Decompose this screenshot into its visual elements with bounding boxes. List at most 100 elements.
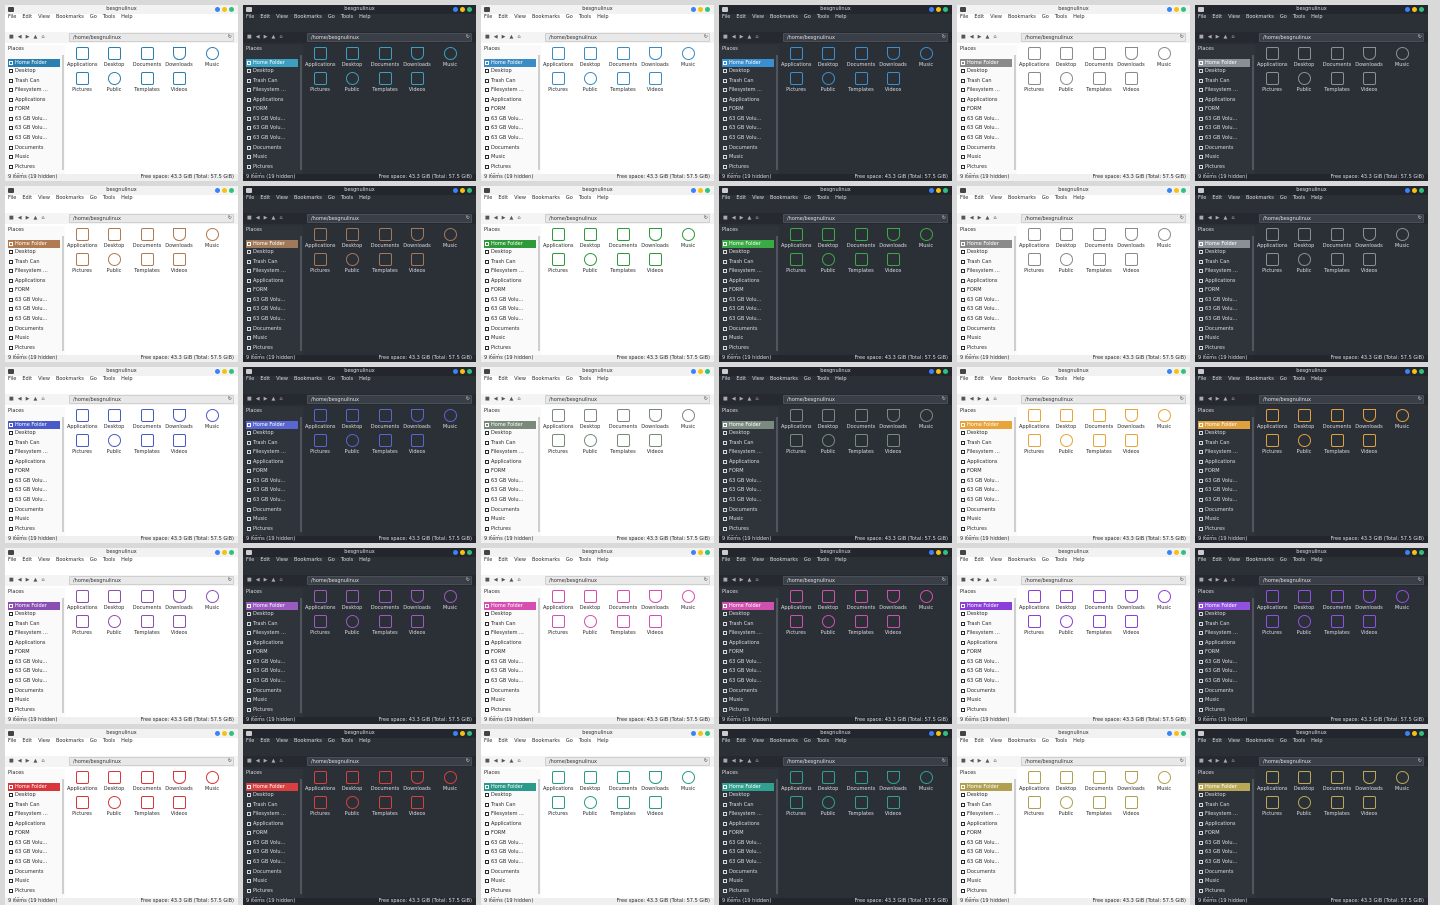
folder-item[interactable]: Documents xyxy=(1084,226,1114,252)
path-input[interactable]: /home/besgnulinux ↻ xyxy=(69,757,234,766)
sidebar-item[interactable]: 63 GB Volu... xyxy=(960,134,1012,142)
folder-item[interactable]: Templates xyxy=(132,251,162,277)
minimize-button[interactable] xyxy=(215,188,220,193)
sidebar-item[interactable]: Filesystem ... xyxy=(246,448,298,456)
folder-item[interactable]: Downloads xyxy=(878,769,908,795)
menu-view[interactable]: View xyxy=(514,557,526,563)
forward-icon[interactable]: ▶ xyxy=(739,215,744,221)
folder-item[interactable]: Desktop xyxy=(813,407,843,433)
sidebar-item[interactable]: Home Folder xyxy=(246,602,298,610)
sidebar-item[interactable]: 63 GB Volu... xyxy=(246,315,298,323)
sidebar-item[interactable]: Filesystem ... xyxy=(484,86,536,94)
folder-item[interactable]: Pictures xyxy=(305,70,335,96)
folder-item[interactable]: Applications xyxy=(543,226,574,252)
path-input[interactable]: /home/besgnulinux ↻ xyxy=(69,576,234,585)
menu-file[interactable]: File xyxy=(960,376,969,382)
title-bar[interactable]: besgnulinux xyxy=(1195,729,1428,738)
up-icon[interactable]: ▲ xyxy=(747,758,752,764)
folder-item[interactable]: Documents xyxy=(1322,769,1352,795)
folder-item[interactable]: Pictures xyxy=(1019,432,1049,458)
menu-help[interactable]: Help xyxy=(1073,376,1085,382)
folder-item[interactable]: Documents xyxy=(1322,226,1352,252)
maximize-button[interactable] xyxy=(936,369,941,374)
sidebar-item[interactable]: Desktop xyxy=(8,248,60,256)
path-input[interactable]: /home/besgnulinux ↻ xyxy=(1021,576,1186,585)
sidebar-item[interactable]: Documents xyxy=(960,506,1012,514)
folder-item[interactable]: Desktop xyxy=(813,769,843,795)
sidebar-item[interactable]: Home Folder xyxy=(8,783,60,791)
sidebar-item[interactable]: Filesystem ... xyxy=(484,810,536,818)
sidebar-item[interactable]: FORM xyxy=(8,105,60,113)
up-icon[interactable]: ▲ xyxy=(271,215,276,221)
new-tab-icon[interactable]: ■ xyxy=(1199,396,1204,402)
folder-item[interactable]: Music xyxy=(673,45,703,71)
maximize-button[interactable] xyxy=(460,369,465,374)
sidebar-item[interactable]: Trash Can xyxy=(722,77,774,85)
sidebar-item[interactable]: 63 GB Volu... xyxy=(1198,115,1250,123)
folder-item[interactable]: Templates xyxy=(608,251,638,277)
go-icon[interactable]: ↻ xyxy=(465,215,470,221)
new-tab-icon[interactable]: ■ xyxy=(485,34,490,40)
title-bar[interactable]: besgnulinux xyxy=(957,367,1190,376)
title-bar[interactable]: besgnulinux xyxy=(481,186,714,195)
menu-go[interactable]: Go xyxy=(89,738,97,744)
menu-go[interactable]: Go xyxy=(803,14,811,20)
home-icon[interactable]: ⌂ xyxy=(279,396,283,402)
path-input[interactable]: /home/besgnulinux ↻ xyxy=(1021,214,1186,223)
folder-item[interactable]: Public xyxy=(99,794,129,820)
folder-item[interactable]: Applications xyxy=(305,769,336,795)
menu-edit[interactable]: Edit xyxy=(22,195,33,201)
folder-item[interactable]: Documents xyxy=(132,226,162,252)
folder-item[interactable]: Music xyxy=(673,588,703,614)
back-icon[interactable]: ◀ xyxy=(255,396,260,402)
sidebar-item[interactable]: Home Folder xyxy=(1198,421,1250,429)
path-input[interactable]: /home/besgnulinux ↻ xyxy=(545,576,710,585)
folder-item[interactable]: Desktop xyxy=(1051,407,1081,433)
menu-view[interactable]: View xyxy=(514,14,526,20)
menu-view[interactable]: View xyxy=(990,14,1002,20)
up-icon[interactable]: ▲ xyxy=(509,34,514,40)
sidebar-scrollbar[interactable] xyxy=(1014,417,1016,532)
folder-item[interactable]: Music xyxy=(435,45,465,71)
close-button[interactable] xyxy=(1181,731,1186,736)
sidebar-item[interactable]: FORM xyxy=(960,467,1012,475)
sidebar-item[interactable]: FORM xyxy=(484,286,536,294)
places-header[interactable]: Places xyxy=(960,589,976,595)
sidebar-item[interactable]: 63 GB Volu... xyxy=(246,658,298,666)
sidebar-item[interactable]: Filesystem ... xyxy=(1198,629,1250,637)
back-icon[interactable]: ◀ xyxy=(731,396,736,402)
folder-item[interactable]: Public xyxy=(1051,251,1081,277)
go-icon[interactable]: ↻ xyxy=(703,758,708,764)
menu-file[interactable]: File xyxy=(8,14,17,20)
sidebar-item[interactable]: Music xyxy=(722,515,774,523)
title-bar[interactable]: besgnulinux xyxy=(1195,548,1428,557)
sidebar-item[interactable]: FORM xyxy=(960,286,1012,294)
sidebar-item[interactable]: Trash Can xyxy=(1198,620,1250,628)
sidebar-scrollbar[interactable] xyxy=(538,55,540,170)
close-button[interactable] xyxy=(229,369,234,374)
forward-icon[interactable]: ▶ xyxy=(1215,396,1220,402)
forward-icon[interactable]: ▶ xyxy=(501,758,506,764)
up-icon[interactable]: ▲ xyxy=(509,215,514,221)
sidebar-item[interactable]: 63 GB Volu... xyxy=(8,477,60,485)
new-tab-icon[interactable]: ■ xyxy=(1199,758,1204,764)
go-icon[interactable]: ↻ xyxy=(227,577,232,583)
folder-item[interactable]: Videos xyxy=(402,794,432,820)
sidebar-item[interactable]: Desktop xyxy=(960,429,1012,437)
menu-bookmarks[interactable]: Bookmarks xyxy=(55,14,84,20)
sidebar-item[interactable]: Music xyxy=(246,153,298,161)
menu-file[interactable]: File xyxy=(722,14,731,20)
folder-item[interactable]: Documents xyxy=(846,226,876,252)
maximize-button[interactable] xyxy=(698,550,703,555)
menu-help[interactable]: Help xyxy=(1311,557,1323,563)
maximize-button[interactable] xyxy=(460,188,465,193)
new-tab-icon[interactable]: ■ xyxy=(485,758,490,764)
sidebar-item[interactable]: Desktop xyxy=(484,429,536,437)
folder-item[interactable]: Videos xyxy=(1354,794,1384,820)
home-icon[interactable]: ⌂ xyxy=(993,215,997,221)
title-bar[interactable]: besgnulinux xyxy=(481,5,714,14)
folder-item[interactable]: Public xyxy=(1289,70,1319,96)
menu-bookmarks[interactable]: Bookmarks xyxy=(769,376,798,382)
places-header[interactable]: Places xyxy=(1198,589,1214,595)
sidebar-scrollbar[interactable] xyxy=(62,55,64,170)
